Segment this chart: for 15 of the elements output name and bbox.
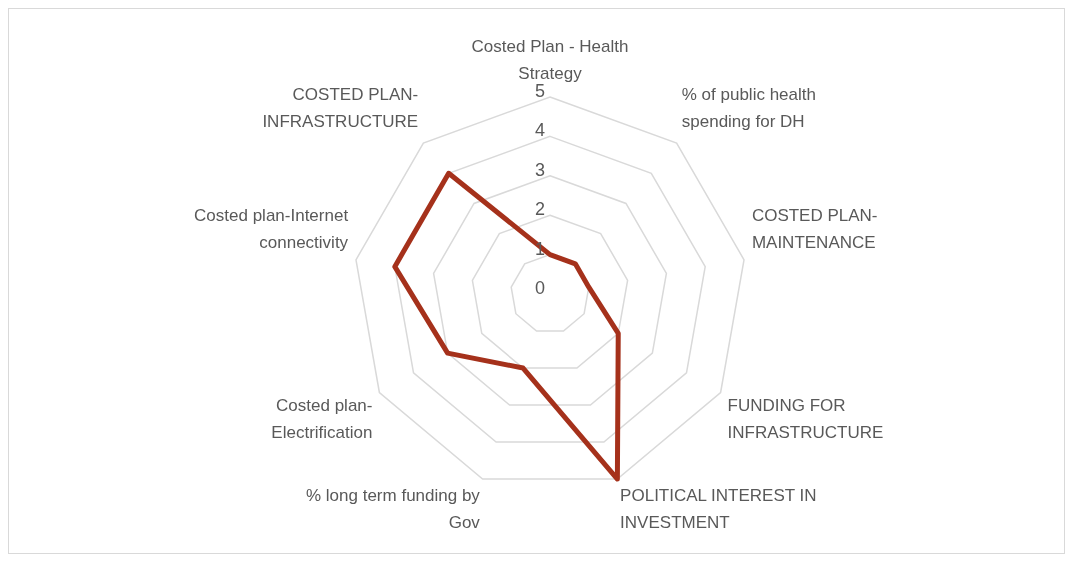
spoke-label: % long term funding by Gov <box>306 485 481 532</box>
spoke-label: Costed plan-Electrification <box>271 395 373 442</box>
y-tick-label: 0 <box>534 278 546 298</box>
y-tick-label: 1 <box>534 238 546 259</box>
y-tick-label: 3 <box>534 159 546 180</box>
spoke-label: % of public health spending for DH <box>681 84 816 131</box>
spoke-label: Costed Plan - Health Strategy <box>471 37 629 83</box>
spoke-label: FUNDING FOR INFRASTRUCTURE <box>727 395 884 442</box>
y-tick-label: 4 <box>534 120 546 141</box>
spoke-label: COSTED PLAN-MAINTENANCE <box>751 206 878 253</box>
y-tick-label: 5 <box>534 81 546 101</box>
spoke-label: Costed plan-Internet connectivity <box>194 206 349 253</box>
spoke-label: POLITICAL INTEREST IN INVESTMENT <box>620 485 817 532</box>
spoke-label: COSTED PLAN-INFRASTRUCTURE <box>262 84 419 131</box>
y-tick-label: 2 <box>534 199 546 220</box>
